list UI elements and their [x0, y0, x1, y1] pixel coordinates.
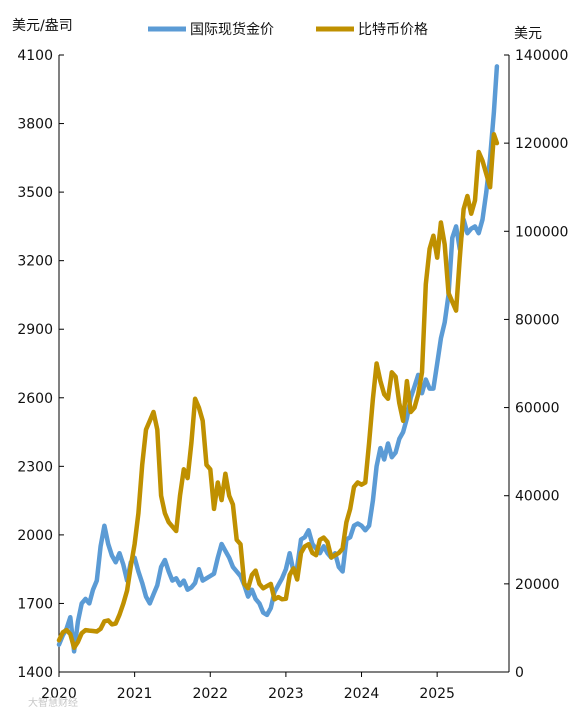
x-axis-tick-label: 2023	[268, 686, 304, 702]
gold-price-line	[56, 64, 500, 654]
left-axis-tick-label: 2900	[17, 322, 53, 338]
right-axis-tick-label: 100000	[515, 224, 568, 240]
left-axis-tick-label: 2600	[17, 391, 53, 407]
right-axis-tick-label: 120000	[515, 136, 568, 152]
left-axis-unit: 美元/盎司	[12, 18, 73, 34]
right-axis-tick-label: 40000	[515, 489, 560, 505]
left-axis-tick-label: 4100	[17, 48, 53, 64]
legend: 国际现货金价 比特币价格	[148, 21, 428, 38]
left-axis-tick-label: 3200	[17, 254, 53, 270]
right-axis-tick-label: 20000	[515, 577, 560, 593]
bitcoin-price-line	[56, 132, 500, 651]
right-axis-tick-label: 0	[515, 665, 524, 681]
x-axis-tick-label: 2024	[344, 686, 380, 702]
left-axis-tick-label: 3500	[17, 185, 53, 201]
left-axis-tick-label: 2000	[17, 528, 53, 544]
right-axis-tick-label: 60000	[515, 401, 560, 417]
right-axis-tick-label: 140000	[515, 48, 568, 64]
right-axis-unit: 美元	[514, 26, 542, 42]
series-layer	[56, 64, 500, 654]
legend-label-gold: 国际现货金价	[190, 21, 274, 38]
left-axis-tick-label: 1700	[17, 596, 53, 612]
x-axis-tick-label: 2020	[41, 686, 77, 702]
x-axis-tick-label: 2025	[419, 686, 455, 702]
right-axis-tick-label: 80000	[515, 312, 560, 328]
legend-label-bitcoin: 比特币价格	[358, 22, 428, 38]
left-axis-tick-label: 1400	[17, 665, 53, 681]
x-axis-tick-label: 2022	[192, 686, 228, 702]
x-axis-tick-label: 2021	[117, 686, 153, 702]
left-axis-tick-label: 2300	[17, 459, 53, 475]
axes: 1400 1700 2000 2300 2600 2900 3200 3500 3800 4100…	[17, 48, 568, 702]
left-axis-tick-label: 3800	[17, 117, 53, 133]
watermark-text: 大智慧财经	[28, 696, 78, 709]
